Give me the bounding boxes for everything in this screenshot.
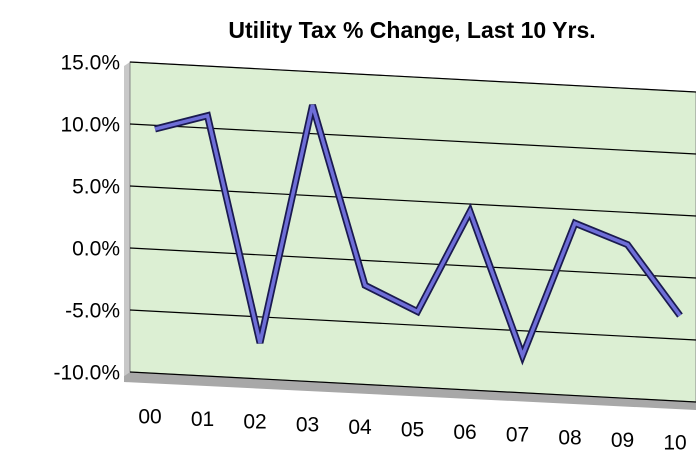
x-tick-label: 00: [138, 406, 161, 429]
x-tick-label: 02: [243, 411, 266, 434]
left-wall: [124, 62, 130, 376]
x-tick-label: 06: [453, 421, 476, 444]
x-tick-label: 09: [611, 429, 634, 452]
y-tick-label: 10.0%: [60, 114, 120, 137]
line: [154, 104, 682, 361]
chart-title: Utility Tax % Change, Last 10 Yrs.: [228, 17, 595, 43]
x-tick-label: 03: [296, 413, 319, 436]
x-tick-label: 07: [506, 424, 529, 447]
x-tick-label: 05: [401, 419, 424, 442]
grid-line: [129, 123, 696, 155]
grid-line: [129, 309, 696, 341]
y-tick-label: -5.0%: [65, 300, 120, 323]
x-tick-label: 08: [558, 426, 581, 449]
y-tick-label: 0.0%: [72, 238, 120, 261]
grid-line: [129, 61, 696, 93]
x-tick-label: 04: [348, 416, 372, 439]
x-tick-label: 01: [191, 408, 214, 431]
plot-area: [129, 61, 696, 403]
floor: [124, 372, 696, 410]
grid-line: [129, 247, 696, 279]
y-tick-label: 15.0%: [60, 52, 120, 75]
x-tick-label: 10: [663, 432, 686, 455]
grid-line: [129, 371, 696, 403]
y-tick-label: -10.0%: [53, 362, 120, 385]
y-tick-label: 5.0%: [72, 176, 120, 199]
